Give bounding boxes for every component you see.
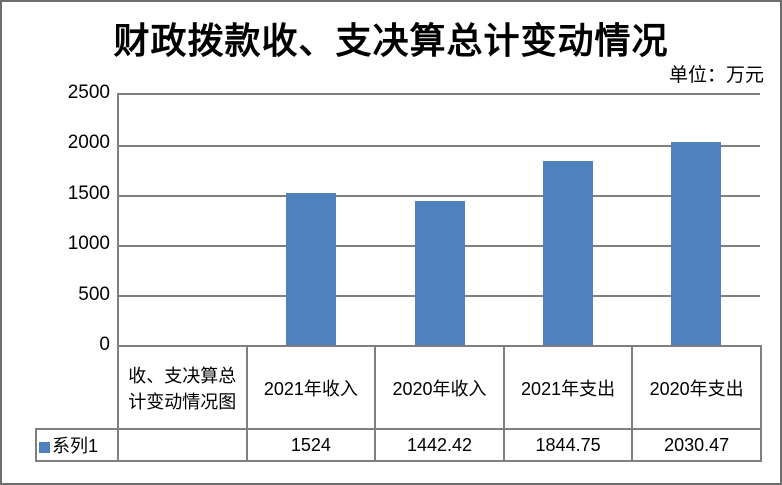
bar-2021年支出: [542, 160, 593, 345]
value-cell-2020-income: 1442.42: [374, 428, 505, 462]
y-tick-0: 0: [99, 334, 110, 355]
bar-2020年支出: [670, 141, 721, 345]
table-ghost-cell: [36, 346, 118, 429]
bar-2021年收入: [286, 192, 337, 345]
chart-title: 财政拨款收、支决算总计变动情况: [113, 20, 669, 62]
table-header-2021-income: 2021年收入: [245, 345, 377, 430]
y-tick-2500: 2500: [67, 82, 110, 103]
plot-area: [117, 93, 760, 345]
legend-cell: 系列1: [35, 428, 119, 462]
table-value-row: 系列1 1524 1442.42 1844.75 2030.47: [35, 428, 762, 462]
series1-legend-marker-icon: [39, 442, 50, 453]
gridline-2000: [119, 145, 760, 147]
value-cell-2020-expense: 2030.47: [631, 428, 762, 462]
bar-2020年收入: [414, 200, 465, 345]
y-tick-500: 500: [78, 284, 110, 305]
value-cell-2021-income: 1524: [245, 428, 377, 462]
gridline-1500: [119, 195, 760, 197]
unit-label: 单位：万元: [668, 64, 764, 86]
table-header-2020-income: 2020年收入: [374, 345, 505, 430]
y-tick-2000: 2000: [67, 132, 110, 153]
series1-legend-label: 系列1: [52, 436, 99, 456]
value-cell-2021-expense: 1844.75: [502, 428, 634, 462]
table-header-2020-expense: 2020年支出: [631, 345, 762, 430]
table-header-row: 收、支决算总计变动情况图 2021年收入 2020年收入 2021年支出 202…: [36, 345, 762, 430]
data-table: 收、支决算总计变动情况图 2021年收入 2020年收入 2021年支出 202…: [35, 345, 762, 462]
table-header-category-chart-label: 收、支决算总计变动情况图: [117, 345, 248, 430]
value-cell-empty: [117, 428, 248, 462]
y-tick-1500: 1500: [67, 183, 110, 204]
y-tick-1000: 1000: [67, 233, 110, 254]
table-header-2021-expense: 2021年支出: [502, 345, 634, 430]
